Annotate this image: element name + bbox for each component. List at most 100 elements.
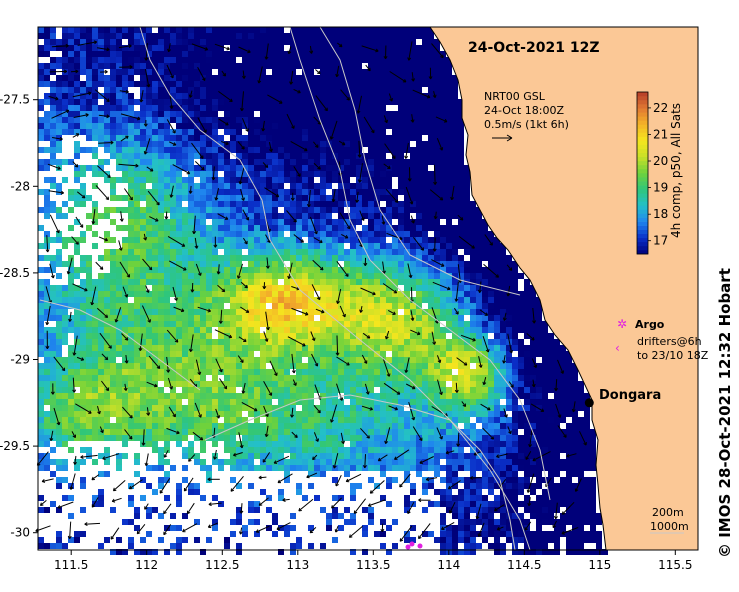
sst-cell (332, 51, 338, 57)
sst-cell (134, 417, 140, 423)
sst-cell (38, 123, 44, 129)
sst-cell (338, 51, 344, 57)
sst-cell (320, 255, 326, 261)
sst-cell (224, 261, 230, 267)
sst-cell (494, 375, 500, 381)
sst-cell (122, 81, 128, 87)
sst-cell (458, 321, 464, 327)
sst-cell (104, 93, 110, 99)
sst-cell (140, 99, 146, 105)
sst-cell (128, 411, 134, 417)
sst-cell (200, 57, 206, 63)
sst-cell (320, 147, 326, 153)
sst-cell (272, 45, 278, 51)
sst-cell (188, 357, 194, 363)
sst-cell (158, 135, 164, 141)
sst-cell (470, 249, 476, 255)
sst-cell (80, 381, 86, 387)
sst-cell (86, 45, 92, 51)
sst-cell (290, 399, 296, 405)
sst-cell (434, 327, 440, 333)
sst-cell (506, 327, 512, 333)
sst-cell (308, 309, 314, 315)
sst-cell (476, 291, 482, 297)
sst-cell (338, 99, 344, 105)
sst-cell (512, 399, 518, 405)
sst-cell (302, 63, 308, 69)
sst-cell (398, 81, 404, 87)
sst-cell (488, 327, 494, 333)
sst-cell (206, 357, 212, 363)
sst-cell (338, 315, 344, 321)
sst-cell (182, 357, 188, 363)
sst-cell (296, 165, 302, 171)
sst-cell (320, 75, 326, 81)
sst-cell (524, 333, 530, 339)
sst-cell (326, 273, 332, 279)
sst-cell (260, 249, 266, 255)
sst-cell (152, 177, 158, 183)
sst-cell (260, 243, 266, 249)
sst-cell (296, 291, 302, 297)
sst-cell (314, 249, 320, 255)
sst-cell (92, 357, 98, 363)
sst-cell (578, 399, 584, 405)
sst-cell (56, 213, 62, 219)
sst-cell (188, 165, 194, 171)
sst-cell (434, 105, 440, 111)
sst-cell (146, 423, 152, 429)
sst-cell (242, 147, 248, 153)
sst-cell (308, 363, 314, 369)
sst-cell (314, 111, 320, 117)
sst-cell (74, 105, 80, 111)
sst-cell (50, 87, 56, 93)
sst-cell (320, 297, 326, 303)
sst-cell (512, 261, 518, 267)
sst-cell (80, 297, 86, 303)
sst-cell (464, 189, 470, 195)
sst-cell (374, 99, 380, 105)
sst-cell (440, 333, 446, 339)
sst-cell (494, 387, 500, 393)
sst-cell (152, 285, 158, 291)
sst-cell (116, 147, 122, 153)
sst-cell (230, 135, 236, 141)
sst-cell (56, 405, 62, 411)
sst-cell (86, 375, 92, 381)
sst-cell (236, 225, 242, 231)
sst-cell (254, 117, 260, 123)
sst-cell (302, 387, 308, 393)
sst-cell (80, 423, 86, 429)
sst-cell (470, 261, 476, 267)
sst-cell (350, 273, 356, 279)
sst-cell (212, 93, 218, 99)
sst-cell (332, 135, 338, 141)
sst-cell (524, 429, 530, 435)
sst-cell (236, 327, 242, 333)
sst-cell (338, 369, 344, 375)
sst-cell (518, 303, 524, 309)
sst-cell (308, 297, 314, 303)
sst-cell (452, 231, 458, 237)
sst-cell (410, 423, 416, 429)
sst-cell (194, 249, 200, 255)
sst-cell (416, 267, 422, 273)
sst-cell (134, 399, 140, 405)
sst-cell (50, 207, 56, 213)
sst-cell (506, 369, 512, 375)
sst-cell (272, 81, 278, 87)
sst-cell (278, 393, 284, 399)
sst-cell (92, 147, 98, 153)
sst-cell (230, 309, 236, 315)
sst-cell (320, 213, 326, 219)
sst-cell (284, 417, 290, 423)
sst-cell (44, 159, 50, 165)
sst-cell (284, 51, 290, 57)
sst-cell (344, 147, 350, 153)
sst-cell (158, 219, 164, 225)
sst-cell (506, 321, 512, 327)
sst-cell (200, 141, 206, 147)
sst-cell (230, 333, 236, 339)
sst-cell (254, 393, 260, 399)
sst-cell (278, 399, 284, 405)
